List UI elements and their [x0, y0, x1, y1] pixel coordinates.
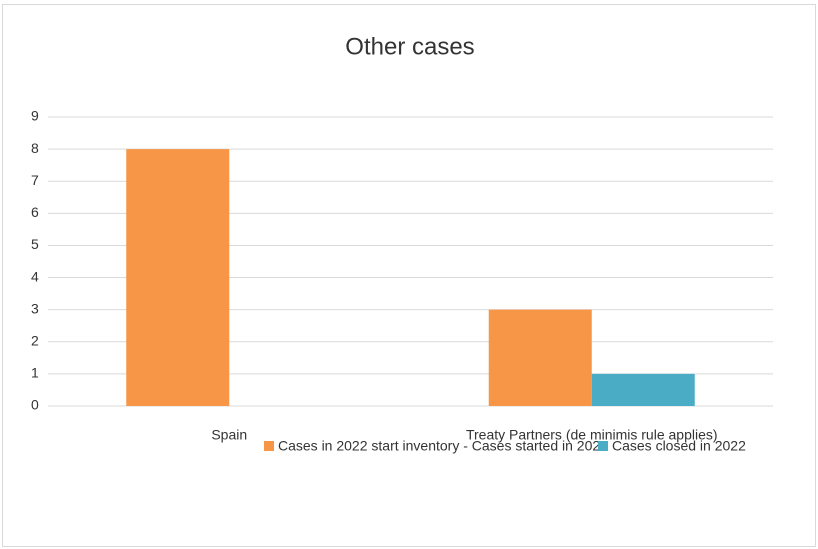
- x-tick-label: Treaty Partners (de minimis rule applies…: [466, 427, 718, 443]
- bar: [126, 149, 230, 406]
- y-tick-label: 3: [31, 300, 39, 316]
- x-tick-label: Spain: [211, 427, 247, 443]
- y-tick-label: 7: [31, 172, 39, 188]
- y-tick-label: 1: [31, 365, 39, 381]
- y-tick-label: 6: [31, 204, 39, 220]
- chart-frame: [2, 4, 816, 547]
- y-tick-label: 4: [31, 268, 39, 284]
- y-tick-label: 0: [31, 397, 39, 413]
- y-tick-label: 8: [31, 140, 39, 156]
- legend-swatch: [264, 441, 274, 451]
- y-tick-label: 9: [31, 108, 39, 124]
- legend-swatch: [598, 441, 608, 451]
- chart-title: Other cases: [345, 33, 474, 60]
- y-tick-label: 5: [31, 236, 39, 252]
- y-tick-label: 2: [31, 332, 39, 348]
- legend-label: Cases in 2022 start inventory - Cases st…: [278, 438, 608, 454]
- bar: [591, 373, 695, 406]
- bar: [488, 309, 592, 406]
- legend-label: Cases closed in 2022: [612, 438, 746, 454]
